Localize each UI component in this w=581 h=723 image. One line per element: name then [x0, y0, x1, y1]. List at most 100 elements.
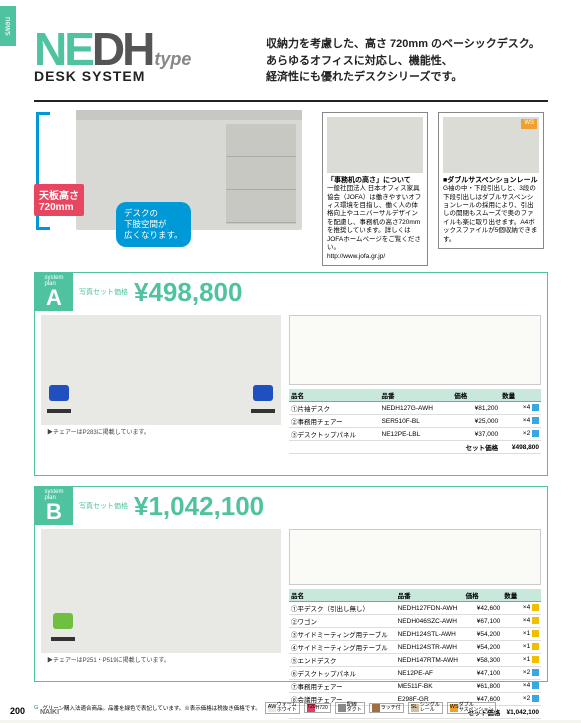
layout-diagram [289, 315, 541, 385]
item-name: ③デスクトップパネル [289, 428, 380, 441]
plan-b-table: 品名品番価格数量 ①平デスク（引出し無し） NEDH127FDN-AWH ¥42… [289, 589, 541, 719]
color-swatch-icon [532, 604, 539, 611]
plan-letter: A [46, 287, 62, 309]
legend-label: ダブル サスペンション [459, 703, 494, 713]
item-name: ⑥デスクトップパネル [289, 667, 396, 680]
table-header: 品番 [396, 589, 464, 602]
ws-tag: WS [521, 119, 537, 129]
green-note: G [34, 705, 38, 711]
item-qty: ×1 [502, 654, 541, 667]
info-box-image [327, 117, 423, 173]
plan-note: ▶チェアーはP283に掲載しています。 [47, 427, 275, 436]
item-name: ⑦事務用チェアー [289, 680, 396, 693]
color-swatch-icon [532, 417, 539, 424]
legend-item: SLシングル レール [408, 702, 443, 714]
item-code: ME511F-BK [396, 680, 464, 693]
item-price: ¥61,800 [464, 680, 503, 693]
legend-item: 配線 ダクト [335, 702, 365, 714]
item-price: ¥67,100 [464, 615, 503, 628]
catalog-page: news NEDHtype DESK SYSTEM 収納力を考慮した、高さ 72… [0, 0, 581, 720]
legend: AWウォーム ホワイト 720H720 配線 ダクトラッチ付 SLシングル レール WS… [265, 702, 497, 714]
legend-item: AWウォーム ホワイト [265, 702, 300, 714]
color-swatch-icon [532, 430, 539, 437]
table-header: 品名 [289, 589, 396, 602]
color-swatch-icon [532, 682, 539, 689]
page-footer: G グリーン購入法適合商品。品番を緑色で表記しています。※表示価格は税抜き価格で… [34, 702, 565, 714]
plan-a-table: 品名品番価格数量 ①片袖デスク NEDH127G-AWH ¥81,200 ×4 … [289, 389, 541, 454]
item-qty: ×1 [502, 628, 541, 641]
table-row: ⑥デスクトップパネル NE12PE-AF ¥47,100 ×2 [289, 667, 541, 680]
height-badge: 天板高さ 720mm [34, 184, 84, 216]
item-qty: ×1 [502, 641, 541, 654]
side-tab: news [0, 6, 16, 46]
info-box-title: ■ダブルサスペンションレール [443, 176, 539, 185]
total-value: ¥498,800 [500, 441, 541, 454]
table-row: ⑦事務用チェアー ME511F-BK ¥61,800 ×4 [289, 680, 541, 693]
legend-swatch-icon [372, 704, 380, 712]
intro-text: 収納力を考慮した、高さ 720mm のベーシックデスク。 あらゆるオフィスに対応… [266, 36, 540, 86]
legend-label: H720 [316, 706, 328, 711]
legend-swatch-icon: AW [268, 704, 276, 712]
brand-name: NAIKI [40, 709, 59, 716]
info-box-height: 「事務机の高さ」について 一般社団法人 日本オフィス家具協会（JOFA）は働きや… [322, 112, 428, 266]
table-row: ②事務用チェアー SER510F-BL ¥25,000 ×4 [289, 415, 541, 428]
plan-label: 写真セット価格 [79, 287, 128, 297]
item-price: ¥25,000 [452, 415, 500, 428]
item-name: ①平デスク（引出し無し） [289, 602, 396, 615]
item-qty: ×4 [502, 680, 541, 693]
item-qty: ×4 [502, 615, 541, 628]
item-price: ¥37,000 [452, 428, 500, 441]
table-row: ③デスクトップパネル NE12PE-LBL ¥37,000 ×2 [289, 428, 541, 441]
speech-bubble: デスクの 下肢空間が 広くなります。 [116, 202, 191, 247]
item-code: NEDH046SZC-AWH [396, 615, 464, 628]
item-price: ¥54,200 [464, 641, 503, 654]
footer-note: グリーン購入法適合商品。品番を緑色で表記しています。※表示価格は税抜き価格です。 [42, 704, 260, 712]
item-code: SER510F-BL [380, 415, 453, 428]
item-price: ¥58,300 [464, 654, 503, 667]
item-name: ⑤エンドデスク [289, 654, 396, 667]
info-box-url: http://www.jofa.gr.jp/ [327, 253, 423, 261]
color-swatch-icon [532, 630, 539, 637]
total-row: セット価格¥498,800 [289, 441, 541, 454]
layout-diagram [289, 529, 541, 585]
item-qty: ×4 [500, 402, 541, 415]
color-swatch-icon [532, 617, 539, 624]
table-header: 価格 [452, 389, 500, 402]
item-code: NE12PE-LBL [380, 428, 453, 441]
legend-item: WSダブル サスペンション [447, 702, 497, 714]
item-code: NEDH147RTM-AWH [396, 654, 464, 667]
plan-header: system plan B 写真セット価格 ¥1,042,100 [35, 487, 547, 525]
table-header: 数量 [502, 589, 541, 602]
total-label: セット価格 [452, 441, 500, 454]
info-box-title: 「事務机の高さ」について [327, 176, 423, 185]
plan-photo [41, 529, 281, 653]
header-rule [34, 100, 548, 102]
item-name: ②事務用チェアー [289, 415, 380, 428]
color-swatch-icon [532, 404, 539, 411]
legend-swatch-icon: 720 [307, 704, 315, 712]
info-box-rail: WS ■ダブルサスペンションレール G袖の中・下段引出しと、3段の下段引出しはダ… [438, 112, 544, 249]
table-row: ②ワゴン NEDH046SZC-AWH ¥67,100 ×4 [289, 615, 541, 628]
info-box-image: WS [443, 117, 539, 173]
legend-label: ウォーム ホワイト [277, 703, 297, 713]
item-name: ④サイドミーティング用テーブル [289, 641, 396, 654]
item-qty: ×4 [500, 415, 541, 428]
plan-header: system plan A 写真セット価格 ¥498,800 [35, 273, 547, 311]
item-code: NE12PE-AF [396, 667, 464, 680]
table-row: ④サイドミーティング用テーブル NEDH124STR-AWH ¥54,200 ×… [289, 641, 541, 654]
plan-b: system plan B 写真セット価格 ¥1,042,100 ▶チェアーはP… [34, 486, 548, 682]
plan-photo [41, 315, 281, 425]
table-header: 品名 [289, 389, 380, 402]
table-row: ③サイドミーティング用テーブル NEDH124STL-AWH ¥54,200 ×… [289, 628, 541, 641]
item-price: ¥81,200 [452, 402, 500, 415]
item-price: ¥47,100 [464, 667, 503, 680]
item-qty: ×2 [502, 667, 541, 680]
legend-item: ラッチ付 [369, 703, 404, 713]
plan-label: 写真セット価格 [79, 501, 128, 511]
plan-badge: system plan A [35, 273, 73, 311]
legend-swatch-icon [338, 704, 346, 712]
plan-price: ¥498,800 [134, 277, 242, 308]
item-name: ①片袖デスク [289, 402, 380, 415]
item-code: NEDH127FDN-AWH [396, 602, 464, 615]
legend-label: 配線 ダクト [347, 703, 362, 713]
